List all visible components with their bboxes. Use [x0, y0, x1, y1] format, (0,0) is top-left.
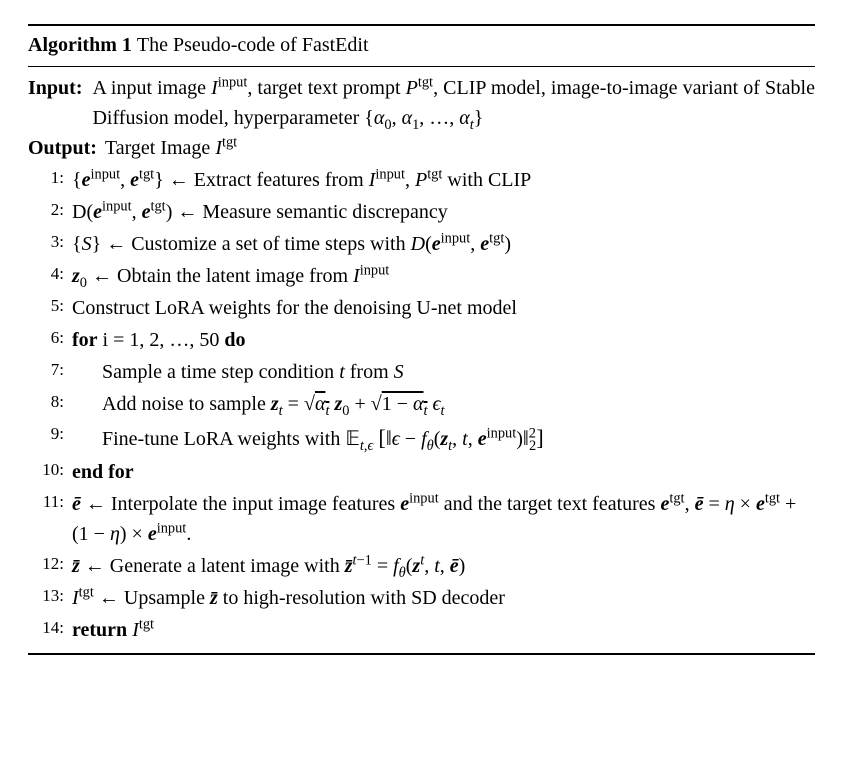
- algorithm-step: z0 ← Obtain the latent image from Iinput: [28, 261, 815, 291]
- algorithm-step: Add noise to sample zt = √αt z0 + √1 − α…: [28, 389, 815, 419]
- algorithm-block: Algorithm 1 The Pseudo-code of FastEdit …: [28, 24, 815, 655]
- step-content: Fine-tune LoRA weights with 𝔼t,ϵ [‖ϵ − f…: [72, 421, 544, 455]
- algorithm-step: Sample a time step condition t from S: [28, 357, 815, 387]
- algorithm-step: Itgt ← Upsample z̄ to high-resolution wi…: [28, 583, 815, 613]
- step-content: Sample a time step condition t from S: [72, 357, 404, 387]
- algorithm-step: for i = 1, 2, …, 50 do: [28, 325, 815, 355]
- algorithm-step: return Itgt: [28, 615, 815, 645]
- algorithm-label: Algorithm 1: [28, 34, 137, 56]
- output-block: Output: Target Image Itgt: [28, 133, 815, 163]
- output-label: Output:: [28, 133, 97, 163]
- output-text: Target Image Itgt: [97, 133, 815, 163]
- algorithm-step: Fine-tune LoRA weights with 𝔼t,ϵ [‖ϵ − f…: [28, 421, 815, 455]
- algorithm-number: 1: [122, 34, 132, 56]
- input-block: Input: A input image Iinput, target text…: [28, 73, 815, 133]
- algorithm-step: {einput, etgt} ← Extract features from I…: [28, 165, 815, 195]
- algorithm-step: end for: [28, 457, 815, 487]
- steps-list: {einput, etgt} ← Extract features from I…: [28, 165, 815, 645]
- algorithm-title-row: Algorithm 1 The Pseudo-code of FastEdit: [28, 26, 815, 67]
- algorithm-step: Construct LoRA weights for the denoising…: [28, 293, 815, 323]
- step-content: Add noise to sample zt = √αt z0 + √1 − α…: [72, 389, 445, 419]
- algorithm-title: The Pseudo-code of FastEdit: [137, 34, 369, 56]
- input-label: Input:: [28, 73, 82, 103]
- algorithm-step: ē ← Interpolate the input image features…: [28, 489, 815, 549]
- algorithm-step: D(einput, etgt) ← Measure semantic discr…: [28, 197, 815, 227]
- input-text: A input image Iinput, target text prompt…: [82, 73, 815, 133]
- algorithm-step: {S} ← Customize a set of time steps with…: [28, 229, 815, 259]
- algorithm-body: Input: A input image Iinput, target text…: [28, 67, 815, 653]
- algorithm-step: z̄ ← Generate a latent image with z̄t−1 …: [28, 551, 815, 581]
- algorithm-prefix: Algorithm: [28, 34, 117, 56]
